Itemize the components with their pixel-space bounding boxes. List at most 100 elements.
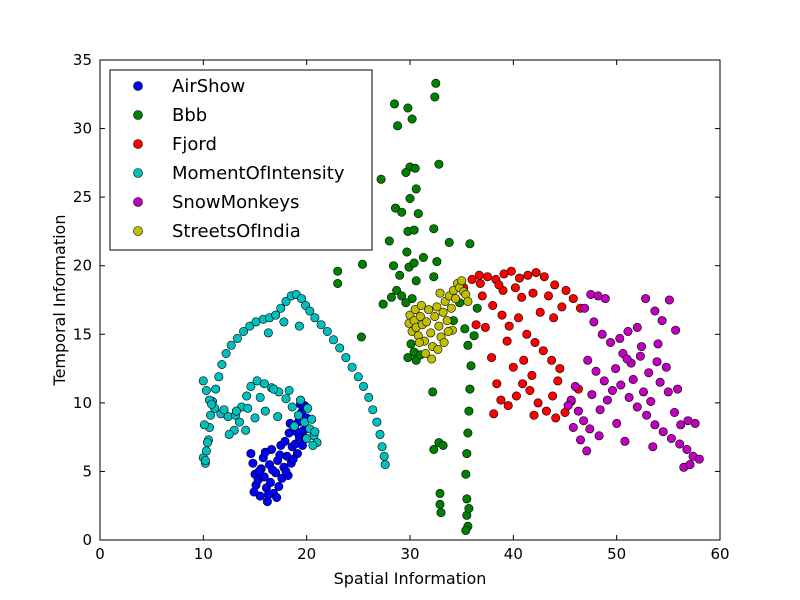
point-fjord-19 [513, 313, 523, 323]
point-fjord-7 [514, 273, 524, 283]
y-tick-label-25: 25 [73, 188, 92, 206]
y-tick-label-5: 5 [82, 462, 92, 480]
point-snowmonkeys-50 [638, 387, 648, 397]
point-bbb-11 [411, 184, 421, 194]
point-airshow-42 [268, 465, 278, 475]
point-airshow-22 [280, 436, 290, 446]
point-bbb-13 [390, 203, 400, 213]
legend-box [109, 69, 373, 251]
point-snowmonkeys-13 [664, 295, 674, 305]
point-streetsofindia-30 [420, 348, 430, 358]
point-momentofintensity-67 [284, 385, 294, 395]
point-fjord-40 [508, 362, 518, 372]
point-bbb-61 [462, 449, 472, 459]
point-fjord-21 [530, 337, 540, 347]
point-fjord-57 [510, 283, 520, 293]
point-momentofintensity-20 [281, 296, 291, 306]
point-airshow-1 [248, 458, 258, 468]
point-snowmonkeys-49 [628, 374, 638, 384]
point-bbb-66 [461, 525, 471, 535]
point-bbb-25 [388, 261, 398, 271]
point-streetsofindia-14 [432, 302, 442, 312]
point-fjord-18 [504, 321, 514, 331]
point-airshow-46 [281, 466, 291, 476]
point-bbb-31 [395, 270, 405, 280]
point-snowmonkeys-11 [650, 306, 660, 316]
point-momentofintensity-31 [341, 353, 351, 363]
point-streetsofindia-6 [415, 311, 425, 321]
point-fjord-26 [487, 353, 497, 363]
point-fjord-34 [533, 398, 543, 408]
point-momentofintensity-57 [287, 402, 297, 412]
point-snowmonkeys-55 [653, 339, 663, 349]
point-bbb-67 [464, 503, 474, 513]
point-fjord-1 [467, 274, 477, 284]
y-tick-label-10: 10 [73, 394, 92, 412]
point-fjord-6 [506, 266, 516, 276]
point-fjord-8 [523, 270, 533, 280]
point-streetsofindia-29 [463, 296, 473, 306]
point-momentofintensity-56 [281, 394, 291, 404]
point-fjord-33 [525, 385, 535, 395]
point-momentofintensity-81 [250, 413, 260, 423]
point-momentofintensity-19 [276, 303, 286, 313]
point-bbb-52 [438, 440, 448, 450]
point-fjord-54 [527, 370, 537, 380]
legend-marker-streetsofindia [133, 226, 143, 236]
point-fjord-44 [557, 302, 567, 312]
legend-label-snowmonkeys: SnowMonkeys [172, 192, 299, 213]
point-snowmonkeys-34 [694, 454, 704, 464]
point-fjord-17 [497, 310, 507, 320]
point-streetsofindia-34 [410, 305, 420, 315]
point-bbb-5 [407, 114, 417, 124]
point-snowmonkeys-60 [685, 460, 695, 470]
point-momentofintensity-5 [206, 410, 216, 420]
point-bbb-33 [333, 278, 343, 288]
point-snowmonkeys-45 [568, 422, 578, 432]
point-momentofintensity-13 [239, 326, 249, 336]
point-streetsofindia-31 [427, 354, 437, 364]
point-momentofintensity-69 [255, 392, 265, 402]
point-fjord-51 [548, 391, 558, 401]
legend: AirShow Bbb Fjord MomentOfIntensity SnowMonk… [109, 69, 373, 251]
point-bbb-10 [376, 174, 386, 184]
point-snowmonkeys-12 [657, 316, 667, 326]
point-bbb-39 [401, 298, 411, 308]
legend-marker-airshow [133, 81, 143, 91]
point-fjord-35 [541, 406, 551, 416]
point-snowmonkeys-24 [616, 380, 626, 390]
point-bbb-35 [386, 292, 396, 302]
point-fjord-22 [538, 346, 548, 356]
point-snowmonkeys-52 [655, 377, 665, 387]
point-snowmonkeys-8 [623, 326, 633, 336]
point-momentofintensity-35 [364, 392, 374, 402]
point-streetsofindia-38 [443, 326, 453, 336]
x-tick-label-0: 0 [95, 545, 105, 563]
point-bbb-55 [460, 324, 470, 334]
point-fjord-56 [494, 280, 504, 290]
point-fjord-15 [477, 291, 487, 301]
point-fjord-36 [551, 413, 561, 423]
point-momentofintensity-82 [260, 406, 270, 416]
point-bbb-27 [409, 258, 419, 268]
point-bbb-28 [357, 259, 367, 269]
point-airshow-47 [288, 454, 298, 464]
point-bbb-68 [472, 303, 482, 313]
point-fjord-32 [518, 379, 528, 389]
point-snowmonkeys-7 [615, 333, 625, 343]
point-airshow-45 [272, 492, 282, 502]
point-bbb-4 [393, 121, 403, 131]
point-momentofintensity-70 [243, 403, 253, 413]
point-fjord-46 [517, 292, 527, 302]
point-snowmonkeys-66 [673, 384, 683, 394]
point-momentofintensity-65 [303, 403, 313, 413]
point-momentofintensity-68 [269, 384, 279, 394]
point-airshow-0 [246, 449, 256, 459]
point-fjord-29 [489, 409, 499, 419]
legend-label-bbb: Bbb [172, 105, 207, 126]
point-bbb-19 [444, 237, 454, 247]
legend-label-streetsofindia: StreetsOfIndia [172, 221, 301, 242]
point-snowmonkeys-21 [591, 366, 601, 376]
point-snowmonkeys-31 [675, 439, 685, 449]
point-airshow-49 [263, 490, 273, 500]
